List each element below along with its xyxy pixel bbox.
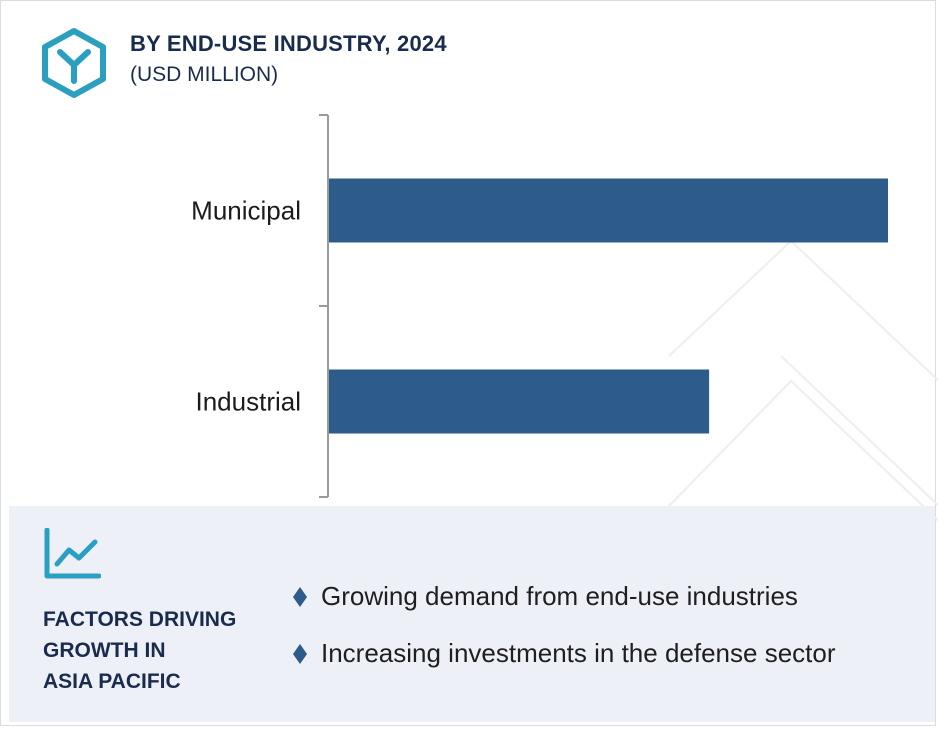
factor-text: Growing demand from end-use industries: [321, 581, 798, 611]
factors-title: FACTORS DRIVING GROWTH IN ASIA PACIFIC: [43, 604, 263, 697]
factors-title-line: ASIA PACIFIC: [43, 670, 181, 693]
category-label: Municipal: [191, 196, 301, 226]
diamond-bullet-icon: [293, 643, 307, 664]
factors-list: Growing demand from end-use industries I…: [291, 568, 836, 682]
list-item: Increasing investments in the defense se…: [291, 625, 836, 682]
bar-chart: Municipal Industrial: [191, 114, 888, 498]
factors-panel: FACTORS DRIVING GROWTH IN ASIA PACIFIC G…: [9, 506, 935, 722]
line-chart-icon: [44, 528, 101, 579]
chart-title: BY END-USE INDUSTRY, 2024: [130, 31, 447, 56]
y-hexagon-icon: [42, 28, 106, 98]
bar: [329, 178, 888, 243]
factors-title-line: GROWTH IN: [43, 639, 166, 662]
list-item: Growing demand from end-use industries: [291, 568, 836, 625]
category-label: Industrial: [196, 387, 302, 417]
factor-text: Increasing investments in the defense se…: [321, 638, 836, 668]
diamond-bullet-icon: [293, 586, 307, 607]
chart-subtitle: (USD MILLION): [130, 63, 279, 86]
factors-title-line: FACTORS DRIVING: [43, 608, 237, 631]
bar: [329, 369, 710, 434]
